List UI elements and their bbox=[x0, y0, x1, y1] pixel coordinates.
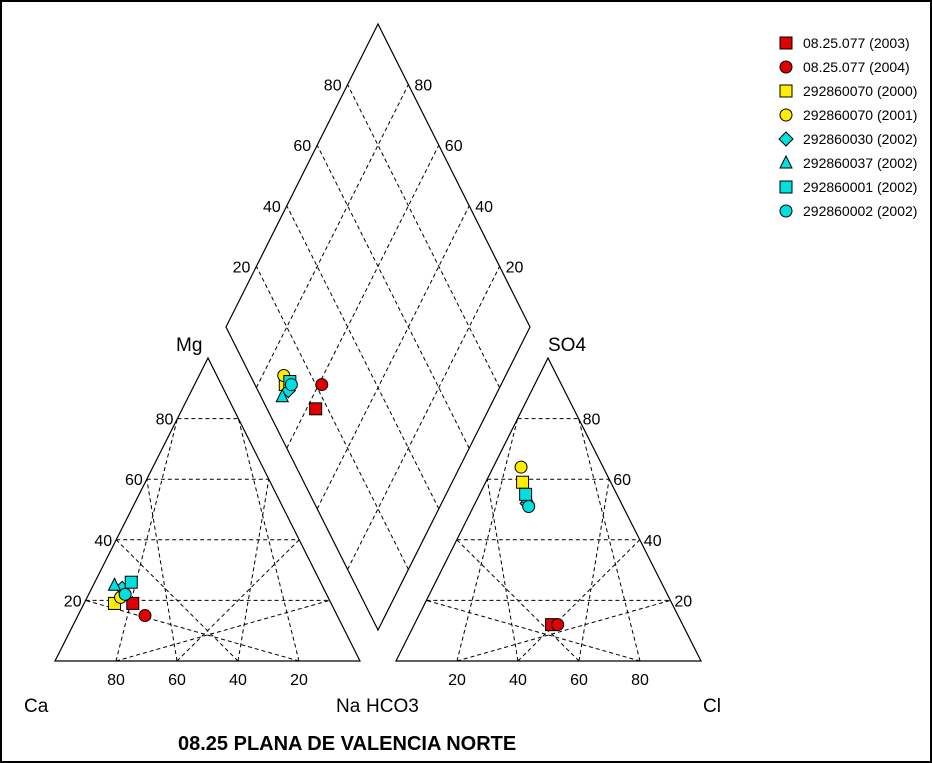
legend-label: 292860037 (2002) bbox=[803, 155, 917, 171]
diamond-grid-line bbox=[286, 205, 440, 510]
cation-tick-bottom: 40 bbox=[229, 672, 247, 689]
diamond-grid-line bbox=[286, 144, 440, 449]
diamond-grid-line bbox=[316, 144, 470, 449]
legend-marker bbox=[779, 204, 793, 218]
anion-tick-right: 40 bbox=[644, 533, 662, 550]
apex-label-layer: Ca Na Mg HCO3 Cl SO4 bbox=[24, 335, 721, 717]
apex-label-ca: Ca bbox=[24, 696, 49, 717]
data-points-layer bbox=[107, 368, 565, 632]
anion-tick-right: 80 bbox=[583, 412, 601, 429]
legend-label: 08.25.077 (2004) bbox=[803, 59, 910, 75]
legend-marker bbox=[779, 108, 793, 122]
anion-grid-line bbox=[456, 539, 580, 662]
legend-label: 292860070 (2001) bbox=[803, 107, 917, 123]
diamond-tick-right: 20 bbox=[506, 259, 524, 276]
diamond-tick-right: 60 bbox=[445, 138, 463, 155]
legend-label: 292860070 (2000) bbox=[803, 83, 917, 99]
data-point-cation bbox=[118, 587, 132, 601]
anion-triangle-outline bbox=[395, 356, 702, 662]
cation-tick-bottom: 20 bbox=[290, 672, 308, 689]
anion-grid-line bbox=[486, 479, 519, 662]
cation-tick-left: 80 bbox=[156, 412, 174, 429]
apex-label-mg: Mg bbox=[176, 335, 202, 356]
legend-label: 08.25.077 (2003) bbox=[803, 35, 910, 51]
legend-label: 292860002 (2002) bbox=[803, 203, 917, 219]
cation-grid-line bbox=[237, 479, 270, 662]
cation-grid-line bbox=[176, 539, 300, 662]
diamond-tick-left: 20 bbox=[233, 259, 251, 276]
anion-grid-line bbox=[578, 479, 610, 662]
anion-tick-bottom: 60 bbox=[570, 672, 588, 689]
diamond-outline bbox=[225, 22, 531, 632]
diamond-tick-right: 80 bbox=[414, 78, 432, 95]
apex-label-so4: SO4 bbox=[548, 335, 586, 356]
data-point-anion bbox=[514, 460, 528, 474]
legend-marker bbox=[779, 36, 793, 50]
grid-layer bbox=[85, 84, 671, 662]
legend: 08.25.077 (2003) 08.25.077 (2004) 29286007… bbox=[778, 35, 917, 219]
anion-grid-line bbox=[426, 599, 641, 662]
legend-label: 292860030 (2002) bbox=[803, 131, 917, 147]
legend-marker bbox=[779, 60, 793, 74]
data-point-diamond bbox=[275, 388, 290, 403]
cation-grid-line bbox=[146, 479, 178, 662]
diamond-grid-line bbox=[255, 266, 409, 570]
legend-marker bbox=[779, 180, 793, 194]
apex-label-hco3: HCO3 bbox=[366, 696, 419, 717]
legend-label: 292860001 (2002) bbox=[803, 179, 917, 195]
anion-tick-bottom: 80 bbox=[631, 672, 649, 689]
diamond-tick-right: 40 bbox=[475, 199, 493, 216]
anion-tick-bottom: 20 bbox=[448, 672, 466, 689]
diamond-grid-line bbox=[347, 266, 501, 570]
data-point-cation bbox=[126, 596, 140, 610]
diamond-tick-left: 60 bbox=[293, 138, 311, 155]
anion-tick-bottom: 40 bbox=[509, 672, 527, 689]
cation-grid-line bbox=[85, 599, 300, 662]
cation-tick-left: 40 bbox=[94, 533, 112, 550]
tick-label-layer: 80 60 40 20 20 40 60 80 20 40 60 80 20 40 60 80 20 20 40 40… bbox=[64, 78, 692, 689]
data-point-anion bbox=[522, 499, 536, 513]
data-point-cation bbox=[107, 577, 122, 591]
cation-tick-bottom: 80 bbox=[107, 672, 125, 689]
legend-marker bbox=[778, 131, 794, 147]
apex-label-cl: Cl bbox=[703, 696, 721, 717]
legend-marker bbox=[779, 84, 793, 98]
cation-tick-left: 20 bbox=[64, 593, 82, 610]
data-point-anion bbox=[551, 618, 565, 632]
apex-label-na: Na bbox=[336, 696, 361, 717]
diamond-grid-line bbox=[255, 84, 409, 388]
anion-grid-line bbox=[578, 418, 641, 662]
outline-layer bbox=[54, 22, 702, 662]
data-point-cation bbox=[124, 575, 138, 589]
chart-title: 08.25 PLANA DE VALENCIA NORTE bbox=[178, 733, 516, 755]
diamond-grid-line bbox=[316, 205, 470, 510]
data-point-diamond bbox=[309, 402, 323, 416]
cation-triangle-outline bbox=[54, 356, 361, 662]
data-point-diamond bbox=[315, 378, 329, 392]
diamond-grid-line bbox=[347, 84, 501, 388]
cation-grid-line bbox=[115, 539, 239, 662]
cation-tick-left: 60 bbox=[125, 472, 143, 489]
anion-tick-right: 20 bbox=[674, 593, 692, 610]
anion-grid-line bbox=[517, 539, 641, 662]
anion-tick-right: 60 bbox=[613, 472, 631, 489]
cation-tick-bottom: 60 bbox=[168, 672, 186, 689]
legend-marker bbox=[779, 154, 793, 169]
data-point-anion bbox=[519, 487, 533, 501]
data-point-cation bbox=[138, 609, 152, 623]
data-point-anion bbox=[516, 475, 530, 489]
cation-grid-line bbox=[115, 599, 330, 662]
data-point-diamond bbox=[284, 378, 298, 392]
anion-grid-line bbox=[456, 599, 671, 662]
diamond-tick-left: 80 bbox=[324, 78, 342, 95]
diamond-tick-left: 40 bbox=[263, 199, 281, 216]
